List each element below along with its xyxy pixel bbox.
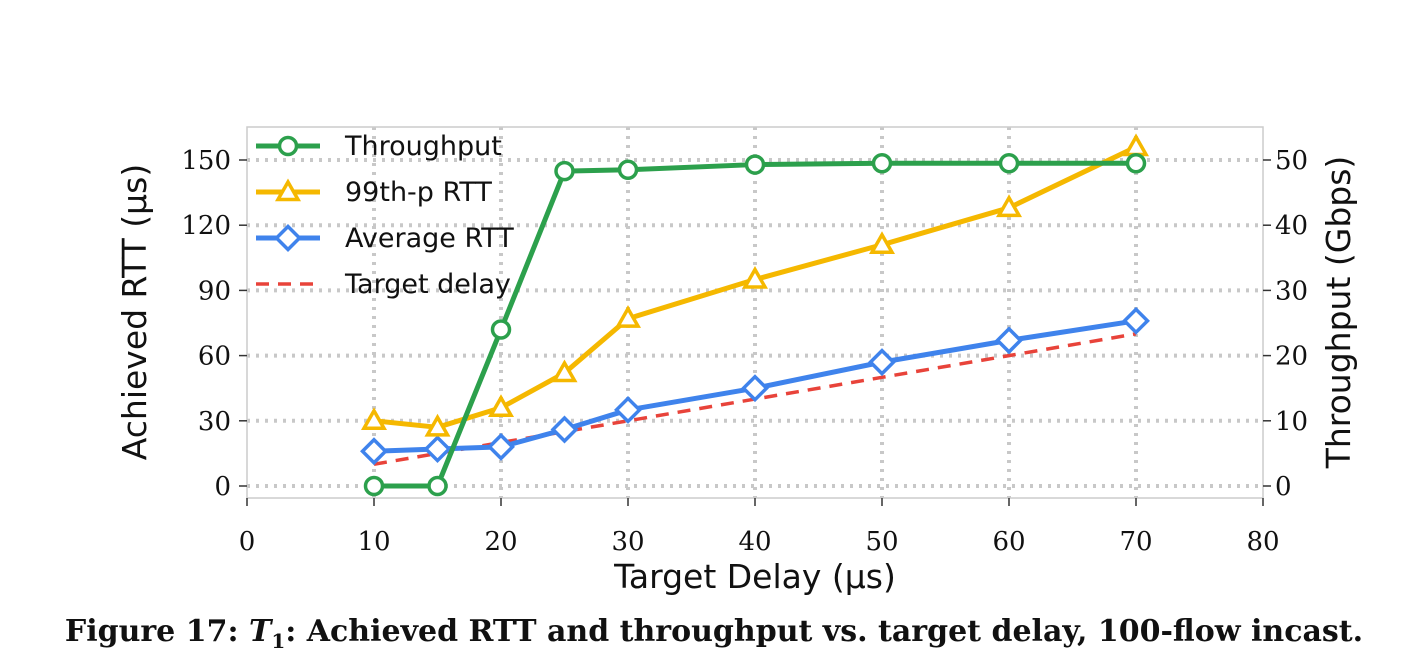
- data-point-99th-p-rtt: [1122, 133, 1150, 157]
- y-tick-label-left: 120: [181, 211, 231, 241]
- x-tick-label: 20: [484, 527, 517, 557]
- legend-label-average-rtt: Average RTT: [345, 223, 514, 254]
- data-point-99th-p-rtt: [360, 407, 388, 431]
- x-tick-label: 50: [865, 527, 898, 557]
- legend-label-throughput: Throughput: [344, 131, 502, 162]
- y-tick-label-left: 60: [198, 342, 231, 372]
- y-axis-label-right: Throughput (Gbps): [1319, 156, 1358, 470]
- data-point-99th-p-rtt: [868, 231, 896, 255]
- legend-marker-average-rtt: [274, 224, 302, 252]
- data-point-throughput: [998, 153, 1020, 174]
- x-axis-label: Target Delay (μs): [613, 557, 896, 596]
- series-throughput: [363, 153, 1147, 497]
- y-tick-label-right: 50: [1275, 146, 1308, 176]
- data-point-throughput: [744, 154, 766, 175]
- y-tick-label-right: 20: [1275, 342, 1308, 372]
- y-tick-label-right: 40: [1275, 211, 1308, 241]
- y-tick-label-left: 0: [214, 472, 231, 502]
- y-axis-label-left: Achieved RTT (μs): [115, 164, 154, 460]
- data-point-average-rtt: [995, 326, 1023, 355]
- y-tick-label-right: 30: [1275, 276, 1308, 306]
- grid: [247, 127, 1263, 498]
- legend-item-throughput: Throughput: [256, 131, 502, 162]
- x-tick-label: 80: [1246, 527, 1279, 557]
- legend-item-99th-p-rtt: 99th-p RTT: [256, 177, 492, 208]
- y-tick-label-right: 10: [1275, 407, 1308, 437]
- series-average-rtt: [360, 306, 1150, 466]
- legend-label-target-delay: Target delay: [344, 269, 511, 300]
- data-point-99th-p-rtt: [424, 413, 451, 437]
- x-tick-label: 30: [611, 527, 644, 557]
- y-tick-label-left: 90: [198, 276, 231, 306]
- data-point-average-rtt: [487, 432, 515, 461]
- data-point-throughput: [554, 160, 575, 182]
- legend: Throughput 99th-p RTT Average RTT Target de…: [256, 131, 514, 300]
- data-point-throughput: [871, 153, 893, 174]
- legend-marker-99th-p-rtt: [274, 178, 302, 202]
- ticks: 0 10 20 30 40 50 60 70 80 0 30 60 90 120 150 0 10 20 30 40 5…: [181, 146, 1308, 557]
- caption-subscript: 1: [271, 629, 286, 653]
- data-point-99th-p-rtt: [614, 305, 642, 328]
- data-point-average-rtt: [868, 348, 896, 377]
- data-point-average-rtt: [614, 395, 642, 424]
- data-point-throughput: [617, 159, 639, 181]
- data-point-throughput: [363, 475, 385, 497]
- caption-variable: T: [248, 614, 272, 649]
- data-point-average-rtt: [360, 437, 388, 466]
- y-tick-label-left: 30: [198, 407, 231, 437]
- data-point-average-rtt: [550, 415, 579, 444]
- series: [360, 133, 1150, 497]
- caption-prefix: Figure 17:: [64, 614, 249, 649]
- y-tick-label-left: 150: [181, 146, 231, 176]
- data-point-average-rtt: [741, 374, 769, 403]
- data-point-99th-p-rtt: [741, 266, 769, 289]
- x-tick-label: 10: [357, 527, 390, 557]
- x-tick-label: 40: [738, 527, 771, 557]
- figure-caption: Figure 17: T1: Achieved RTT and throughp…: [0, 614, 1428, 653]
- data-point-99th-p-rtt: [995, 194, 1023, 218]
- data-point-average-rtt: [1122, 306, 1150, 335]
- x-tick-label: 60: [992, 527, 1025, 557]
- series-99th-p-rtt: [360, 133, 1150, 437]
- legend-label-99th-p-rtt: 99th-p RTT: [345, 177, 492, 208]
- data-point-average-rtt: [423, 435, 452, 464]
- data-point-99th-p-rtt: [487, 394, 515, 418]
- data-point-throughput: [427, 475, 448, 497]
- data-point-99th-p-rtt: [551, 359, 578, 383]
- chart: 0 10 20 30 40 50 60 70 80 0 30 60 90 120 150 0 10 20 30 40 5…: [115, 126, 1358, 596]
- data-point-throughput: [490, 319, 512, 340]
- series-line-throughput: [374, 160, 1136, 489]
- legend-marker-throughput: [277, 135, 299, 157]
- legend-item-average-rtt: Average RTT: [256, 223, 514, 254]
- data-point-throughput: [1125, 153, 1147, 174]
- x-tick-label: 70: [1119, 527, 1152, 557]
- legend-item-target-delay: Target delay: [256, 269, 511, 300]
- y-tick-label-right: 0: [1275, 472, 1292, 502]
- x-tick-label: 0: [239, 527, 256, 557]
- caption-text: : Achieved RTT and throughput vs. target…: [285, 614, 1364, 649]
